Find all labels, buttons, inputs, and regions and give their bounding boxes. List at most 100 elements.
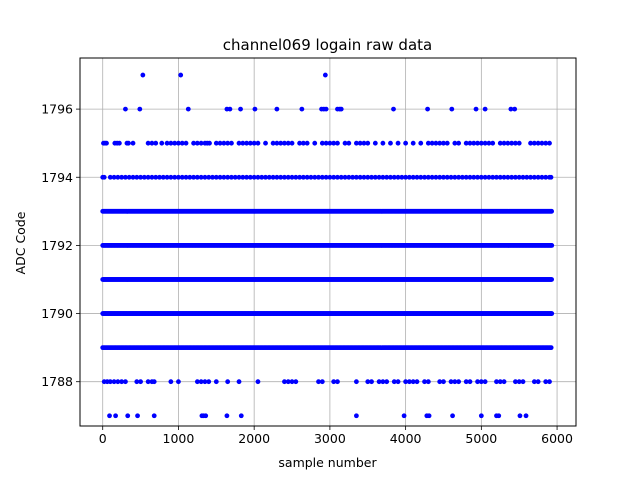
data-point <box>369 379 374 385</box>
data-point <box>229 174 234 180</box>
y-tick-label: 1794 <box>41 170 73 185</box>
data-point <box>247 140 253 146</box>
data-point <box>115 379 121 385</box>
y-tick-label: 1790 <box>41 306 73 321</box>
data-point <box>376 174 382 180</box>
data-point <box>259 174 265 180</box>
x-axis-ticks: 0 1000 2000 3000 4000 5000 6000 <box>99 426 573 446</box>
data-point <box>437 140 443 146</box>
data-point <box>490 174 496 180</box>
data-point <box>384 379 390 385</box>
data-point <box>401 413 407 419</box>
data-point <box>126 174 132 180</box>
data-point <box>183 140 189 146</box>
data-point <box>255 140 261 146</box>
data-point <box>331 174 337 180</box>
data-point <box>429 174 435 180</box>
y-tick-label: 1788 <box>41 374 73 389</box>
data-point <box>467 379 473 385</box>
data-point <box>179 174 185 180</box>
data-point <box>520 174 526 180</box>
data-point <box>524 174 530 180</box>
data-point <box>327 174 333 180</box>
data-point <box>441 140 446 146</box>
data-point <box>395 140 401 146</box>
data-point <box>164 174 170 180</box>
data-point <box>395 379 401 385</box>
data-point <box>198 174 204 180</box>
data-point <box>456 174 462 180</box>
data-point <box>178 72 184 78</box>
data-point <box>372 140 378 146</box>
data-point <box>135 413 140 419</box>
x-tick-label: 4000 <box>390 431 422 446</box>
data-point <box>213 174 219 180</box>
data-point <box>523 413 529 419</box>
data-point <box>125 413 131 419</box>
data-point <box>191 140 196 146</box>
data-point <box>107 379 113 385</box>
data-point <box>376 379 382 385</box>
data-point <box>312 140 318 146</box>
data-point <box>255 174 261 180</box>
data-point <box>513 379 518 385</box>
data-point <box>528 140 533 146</box>
data-point <box>388 140 393 146</box>
data-point <box>414 379 420 385</box>
data-point <box>319 174 325 180</box>
data-point <box>304 140 310 146</box>
data-point <box>138 174 143 180</box>
data-point <box>380 140 386 146</box>
data-point <box>151 413 157 419</box>
data-point <box>251 140 257 146</box>
data-point <box>111 174 117 180</box>
data-point <box>384 174 390 180</box>
data-point <box>151 379 157 385</box>
data-point <box>331 379 337 385</box>
data-point <box>486 174 492 180</box>
data-point <box>240 174 246 180</box>
data-point <box>225 174 231 180</box>
data-point <box>410 379 416 385</box>
data-point <box>473 106 479 112</box>
data-point <box>433 174 439 180</box>
data-point <box>456 140 462 146</box>
data-point <box>456 379 462 385</box>
data-point <box>478 140 484 146</box>
data-point <box>501 174 507 180</box>
data-point <box>369 174 374 180</box>
data-point <box>549 243 555 248</box>
data-point <box>437 379 443 385</box>
data-point <box>137 106 143 112</box>
data-point <box>414 174 420 180</box>
data-point <box>130 140 136 146</box>
data-point <box>140 72 146 78</box>
data-point <box>335 174 340 180</box>
data-point <box>395 174 401 180</box>
data-point <box>497 174 503 180</box>
data-point <box>391 106 396 112</box>
y-tick-label: 1796 <box>41 102 73 117</box>
data-point <box>323 106 329 112</box>
data-point <box>531 140 537 146</box>
data-point <box>452 140 458 146</box>
data-point <box>357 174 363 180</box>
data-point <box>497 379 503 385</box>
data-point <box>107 174 113 180</box>
data-point <box>217 140 223 146</box>
data-point <box>490 140 496 146</box>
data-point <box>346 174 352 180</box>
data-point <box>543 140 549 146</box>
data-point <box>104 140 109 146</box>
data-point <box>365 379 371 385</box>
data-point <box>323 174 329 180</box>
data-point <box>119 379 125 385</box>
data-point <box>516 379 522 385</box>
data-point <box>463 174 469 180</box>
data-point <box>319 140 325 146</box>
data-point <box>535 140 541 146</box>
data-point <box>475 140 480 146</box>
data-point <box>425 140 431 146</box>
x-tick-label: 6000 <box>541 431 573 446</box>
data-point <box>179 140 185 146</box>
